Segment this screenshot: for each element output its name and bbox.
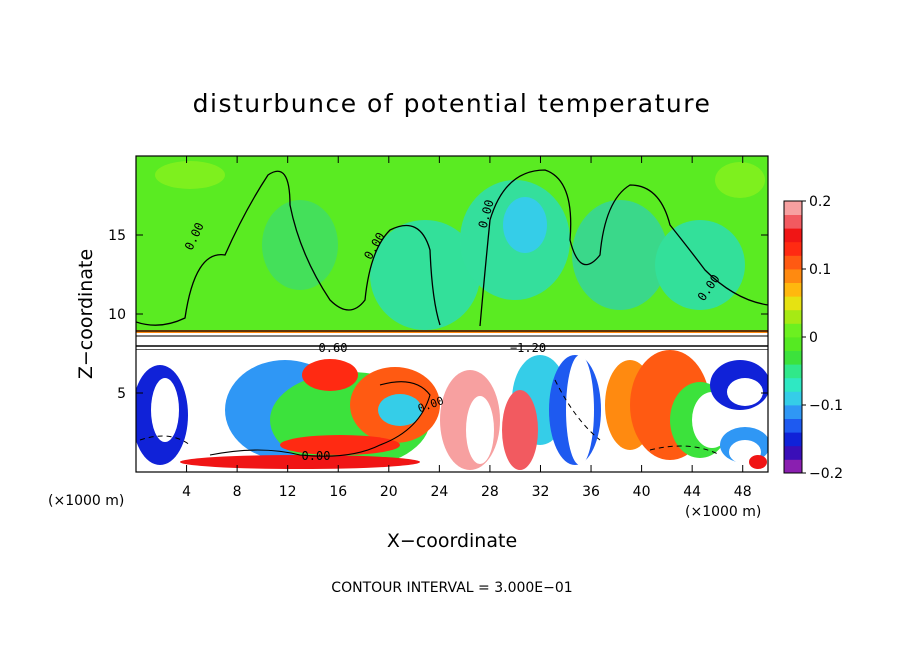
cool-patch [572, 200, 668, 310]
colorbar-swatch [784, 418, 802, 433]
x-tick-label: 12 [279, 484, 297, 500]
colorbar-swatch [784, 269, 802, 283]
cool-patch [262, 200, 338, 290]
zero-contour [479, 169, 768, 327]
colorbar-tick-label: 0.1 [809, 262, 831, 278]
warm-patch [155, 161, 225, 189]
x-tick-label: 24 [430, 484, 448, 500]
warm-region [749, 455, 767, 469]
x-tick-label: 16 [329, 484, 347, 500]
colorbar-tick-label: −0.2 [809, 466, 843, 482]
y-tick-label: 15 [108, 228, 126, 244]
contour-label: 0.60 [319, 341, 348, 355]
colorbar-swatch [784, 241, 802, 256]
colorbar-swatch [784, 459, 802, 474]
warm-region [302, 359, 358, 391]
x-tick-label: 32 [532, 484, 550, 500]
colorbar-swatch [784, 282, 802, 297]
colorbar-swatch [784, 377, 802, 392]
colorbar-swatch [784, 214, 802, 229]
contour-label: −1.20 [510, 341, 546, 355]
colorbar-swatch [784, 364, 802, 379]
colorbar-swatch [784, 445, 802, 460]
neutral-region [692, 392, 732, 448]
colorbar-swatch [784, 296, 802, 311]
warm-patch [715, 162, 765, 198]
colorbar-swatch [784, 309, 802, 324]
x-axis-label: X−coordinate [387, 530, 517, 552]
colorbar-swatch [784, 405, 802, 419]
colorbar-swatch [784, 391, 802, 406]
x-tick-label: 48 [734, 484, 752, 500]
x-tick-label: 20 [380, 484, 398, 500]
y-axis-label: Z−coordinate [75, 249, 97, 379]
colorbar: 0.2 0.1 0 −0.1 −0.2 [783, 194, 843, 482]
cool-patch [370, 220, 480, 330]
colorbar-tick-label: 0.2 [809, 194, 831, 210]
x-tick-label: 4 [182, 484, 191, 500]
warm-region [280, 435, 400, 455]
warm-region [180, 455, 420, 469]
inversion-band [136, 333, 768, 349]
plot-area [136, 156, 768, 472]
colorbar-swatch [784, 323, 802, 338]
x-tick-label: 44 [683, 484, 701, 500]
warm-region [502, 390, 538, 470]
y-axis: 5 10 15 [108, 228, 768, 402]
contour-label: 0.00 [302, 449, 331, 463]
colorbar-swatch [784, 201, 802, 215]
x-tick-label: 40 [633, 484, 651, 500]
colorbar-swatch [784, 337, 802, 351]
colorbar-swatch [784, 255, 802, 270]
cool-patch [655, 220, 745, 310]
colorbar-swatch [784, 432, 802, 447]
x-tick-label: 8 [233, 484, 242, 500]
colorbar-swatch [784, 228, 802, 243]
x-tick-label: 28 [481, 484, 499, 500]
mixed-region [378, 394, 422, 426]
x-axis: 4 8 12 16 20 24 28 32 36 40 44 48 [182, 156, 752, 500]
zero-contour [136, 170, 441, 326]
cold-region [151, 378, 179, 442]
colorbar-swatch [784, 350, 802, 365]
x-unit-label-left: (×1000 m) [48, 493, 124, 509]
neutral-region [466, 396, 494, 464]
contour-interval-note: CONTOUR INTERVAL = 3.000E−01 [331, 580, 572, 596]
chart-title: disturbunce of potential temperature [193, 89, 712, 118]
neutral-region [727, 378, 763, 406]
neutral-region [566, 355, 594, 465]
cool-patch [503, 197, 547, 253]
y-tick-label: 5 [117, 386, 126, 402]
y-tick-label: 10 [108, 307, 126, 323]
x-unit-label-right: (×1000 m) [685, 504, 761, 520]
negative-contour [139, 379, 721, 456]
zero-contour [209, 381, 431, 457]
x-tick-label: 36 [582, 484, 600, 500]
colorbar-tick-label: 0 [809, 330, 818, 346]
colorbar-tick-label: −0.1 [809, 398, 843, 414]
